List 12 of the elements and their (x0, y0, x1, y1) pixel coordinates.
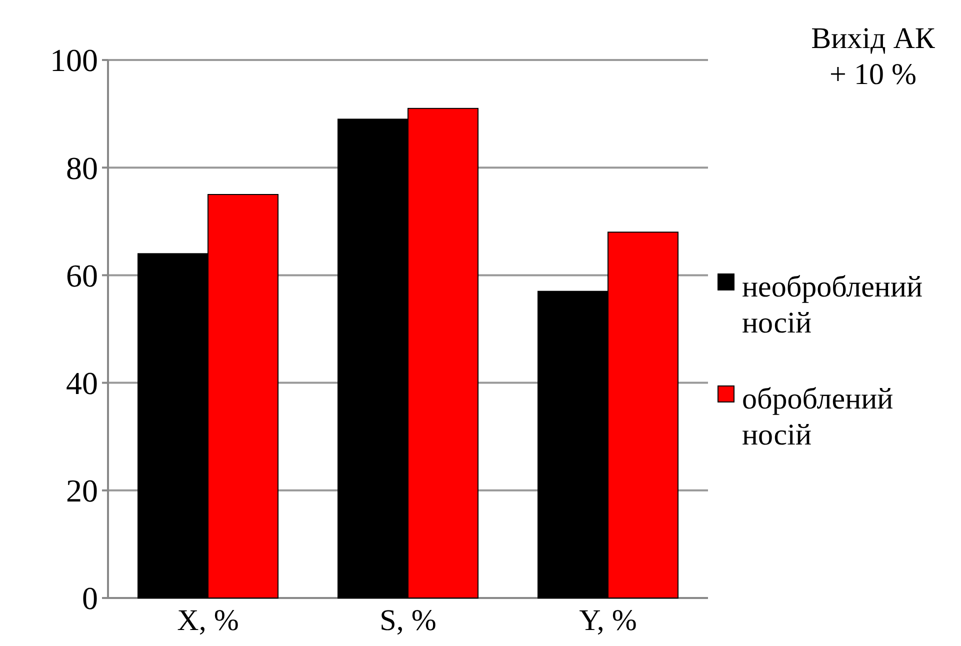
y-tick-label: 60 (66, 257, 98, 294)
y-tick-label: 80 (66, 150, 98, 186)
x-tick-label: Y, % (579, 604, 637, 637)
legend-label: необроблений носій (742, 270, 923, 340)
y-tick-label: 20 (66, 472, 98, 509)
y-tick-label: 0 (82, 580, 98, 616)
x-tick-label: X, % (177, 604, 239, 637)
text: Вихід АК + 10 % (811, 22, 936, 91)
y-tick-label: 100 (50, 42, 98, 78)
legend-label: оброблений носій (742, 382, 894, 452)
x-tick-label: S, % (380, 604, 436, 637)
y-tick-label: 40 (66, 365, 98, 401)
